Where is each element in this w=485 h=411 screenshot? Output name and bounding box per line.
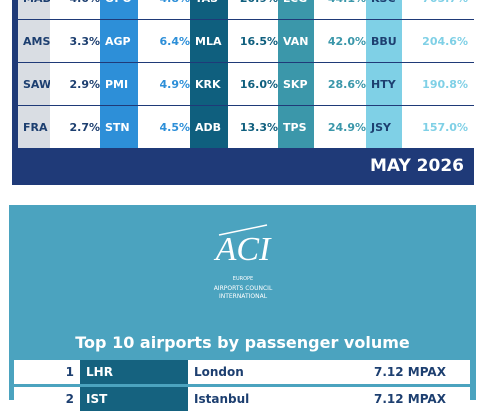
growth-value: 4.0% — [50, 0, 106, 19]
growth-value: 13.3% — [228, 106, 284, 148]
title: Top 10 airports by passenger volume — [75, 333, 410, 352]
growth-value: 705.7% — [402, 0, 474, 19]
airport-code: IST — [80, 387, 188, 411]
city: Istanbul — [188, 387, 368, 411]
airport-code: SAW — [18, 63, 55, 105]
growth-value: 4.8% — [138, 0, 196, 19]
growth-value: 190.8% — [402, 63, 474, 105]
growth-value: 204.6% — [402, 20, 474, 62]
airport-code: MLA — [190, 20, 233, 62]
airport-code: TAS — [190, 0, 233, 19]
growth-value: 4.9% — [138, 63, 196, 105]
top10-panel: ACI EUROPE AIRPORTS COUNCIL INTERNATIONA… — [9, 205, 476, 411]
growth-value: 16.5% — [228, 20, 284, 62]
logo-arc — [218, 224, 268, 236]
airport-code: LCG — [278, 0, 319, 19]
airport-code: LHR — [80, 360, 188, 384]
growth-value: 42.0% — [314, 20, 372, 62]
rank: 1 — [14, 360, 80, 384]
rank: 2 — [14, 387, 80, 411]
logo: ACI EUROPE AIRPORTS COUNCIL INTERNATIONA… — [213, 224, 273, 300]
airport-code: BBU — [366, 20, 407, 62]
growth-value: 28.6% — [314, 63, 372, 105]
logo-mark: ACI — [214, 231, 272, 268]
passengers: 7.12 MPAX — [368, 360, 470, 384]
airport-code: OPO — [100, 0, 143, 19]
logo-name-box: AIRPORTS COUNCIL INTERNATIONAL — [213, 285, 273, 300]
growth-value: 20.9% — [228, 0, 284, 19]
growth-value: 2.7% — [50, 106, 106, 148]
airport-code: TPS — [278, 106, 319, 148]
airport-code: STN — [100, 106, 143, 148]
airport-code: JSY — [366, 106, 407, 148]
airport-code: FRA — [18, 106, 55, 148]
growth-value: 157.0% — [402, 106, 474, 148]
airport-code: AGP — [100, 20, 143, 62]
airport-code: KSC — [366, 0, 407, 19]
growth-value: 2.9% — [50, 63, 106, 105]
airport-code: HTY — [366, 63, 407, 105]
city: London — [188, 360, 368, 384]
growth-value: 16.0% — [228, 63, 284, 105]
airport-code: PMI — [100, 63, 143, 105]
logo-region: EUROPE — [233, 276, 253, 282]
passengers: 7.12 MPAX — [368, 387, 470, 411]
airport-code: SKP — [278, 63, 319, 105]
growth-value: 6.4% — [138, 20, 196, 62]
growth-value: 4.5% — [138, 106, 196, 148]
growth-value: 3.3% — [50, 20, 106, 62]
airport-code: ADB — [190, 106, 233, 148]
growth-value: 24.9% — [314, 106, 372, 148]
growth-value: 44.1% — [314, 0, 372, 19]
airport-code: MAD — [18, 0, 55, 19]
page: MAY 2026 MAD4.0%OPO4.8%TAS20.9%LCG44.1%K… — [9, 0, 476, 411]
logo-name: AIRPORTS COUNCIL INTERNATIONAL — [213, 285, 273, 300]
airport-code: AMS — [18, 20, 55, 62]
airport-code: KRK — [190, 63, 233, 105]
period: MAY 2026 — [370, 156, 464, 176]
airport-code: VAN — [278, 20, 319, 62]
growth-panel: MAY 2026 MAD4.0%OPO4.8%TAS20.9%LCG44.1%K… — [12, 0, 474, 185]
